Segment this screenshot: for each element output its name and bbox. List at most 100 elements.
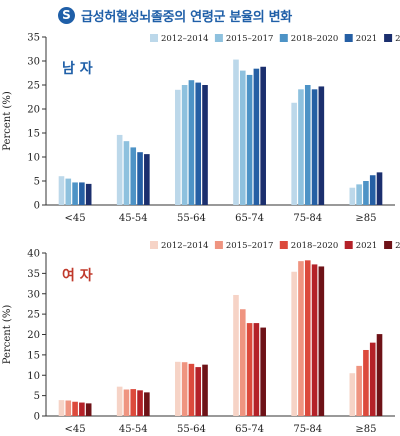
bar [369, 342, 376, 416]
legend-label: 2018–2020 [291, 241, 339, 251]
legend-label: 2021 [356, 241, 378, 251]
y-tick-label: 30 [27, 289, 40, 300]
bar [318, 266, 325, 416]
y-tick-label: 40 [27, 249, 40, 260]
bar [137, 390, 143, 416]
x-tick-label: 55-64 [177, 213, 206, 224]
legend-label: 2012–2014 [161, 241, 209, 251]
legend-swatch [384, 241, 393, 249]
bar [123, 389, 130, 416]
legend-swatch [344, 241, 353, 249]
bar [72, 401, 78, 416]
title-row: S 급성허혈성뇌졸중의 연령군 분율의 변화 [58, 5, 292, 25]
legend-swatch [150, 241, 158, 249]
bar [246, 323, 253, 416]
bar [181, 85, 188, 205]
legend-swatch [279, 34, 288, 42]
bar [195, 367, 202, 416]
legend-label: 2015–2017 [226, 241, 274, 251]
bar [116, 134, 123, 205]
legend-swatch [214, 241, 223, 249]
legend-label: 2012–2014 [161, 34, 209, 44]
bar [79, 182, 85, 205]
y-tick-label: 35 [27, 33, 40, 44]
legend-swatch [344, 34, 353, 42]
bar [58, 400, 65, 416]
legend-swatch [384, 34, 393, 42]
bar [188, 80, 195, 205]
bar [376, 334, 383, 416]
bar [85, 403, 92, 416]
bar [137, 152, 143, 205]
legend-swatch [150, 34, 158, 42]
bar [175, 361, 181, 416]
bar [318, 86, 325, 205]
bar [116, 386, 123, 416]
bar [79, 402, 85, 416]
bar [311, 89, 318, 205]
page-title: 급성허혈성뇌졸중의 연령군 분율의 변화 [81, 9, 292, 25]
y-tick-label: 25 [27, 310, 40, 321]
x-tick-label: 55-64 [177, 424, 206, 435]
male-chart: 0 5 10 15 20 25 30 35 Percent (%) <45 45-54 55-64 65… [2, 33, 400, 225]
bar [369, 175, 376, 205]
x-tick-label: 75-84 [293, 424, 322, 435]
legend-label: 2022 [395, 34, 400, 44]
y-tick-label: 10 [27, 371, 40, 382]
bar [202, 364, 208, 416]
female-chart: 0 5 10 15 20 25 30 35 40 Percent (%) <45 45-54 55-64… [2, 241, 400, 435]
bar [239, 309, 246, 416]
legend-swatch [214, 34, 223, 42]
x-tick-label: ≥85 [355, 213, 376, 224]
bar [311, 264, 318, 416]
bar [298, 261, 304, 416]
y-tick-label: 15 [27, 350, 40, 361]
bar [175, 89, 181, 205]
bar [356, 365, 362, 416]
legend-swatch [279, 241, 288, 249]
bar [291, 102, 297, 205]
legend-label: 2021 [356, 34, 378, 44]
x-tick-label: <45 [65, 213, 86, 224]
y-tick-label: 0 [34, 412, 40, 423]
bar [363, 349, 369, 416]
x-tick-label: ≥85 [355, 424, 376, 435]
legend-label: 2018–2020 [291, 34, 339, 44]
bar [376, 172, 383, 205]
bar [130, 389, 137, 416]
y-tick-label: 30 [27, 57, 40, 68]
x-tick-label: 45-54 [119, 424, 148, 435]
y-tick-label: 15 [27, 129, 40, 140]
bar [58, 176, 65, 205]
bar [304, 260, 311, 416]
bar [130, 147, 137, 205]
y-axis-label: Percent (%) [2, 305, 13, 365]
y-tick-label: 20 [27, 330, 40, 341]
bar [144, 154, 150, 205]
brand-swirl-icon: S [58, 6, 75, 24]
y-tick-label: 20 [27, 105, 40, 116]
x-tick-label: 65-74 [235, 213, 264, 224]
bar [65, 178, 72, 205]
y-tick-label: 5 [34, 391, 40, 402]
bar [363, 181, 369, 205]
panel-label: 남 자 [62, 60, 93, 77]
x-tick-label: <45 [65, 424, 86, 435]
bar [260, 327, 266, 416]
bar [202, 85, 208, 205]
bar [123, 141, 130, 205]
bar [239, 70, 246, 205]
bar [253, 323, 260, 416]
bar [246, 74, 253, 205]
bar [181, 362, 188, 416]
legend-label: 2015–2017 [226, 34, 274, 44]
bar [65, 400, 72, 416]
y-tick-label: 0 [34, 201, 40, 212]
y-tick-label: 35 [27, 269, 40, 280]
y-tick-label: 25 [27, 81, 40, 92]
bar [356, 184, 362, 205]
y-axis-label: Percent (%) [2, 91, 13, 151]
bar [85, 183, 92, 205]
bar [291, 271, 297, 416]
